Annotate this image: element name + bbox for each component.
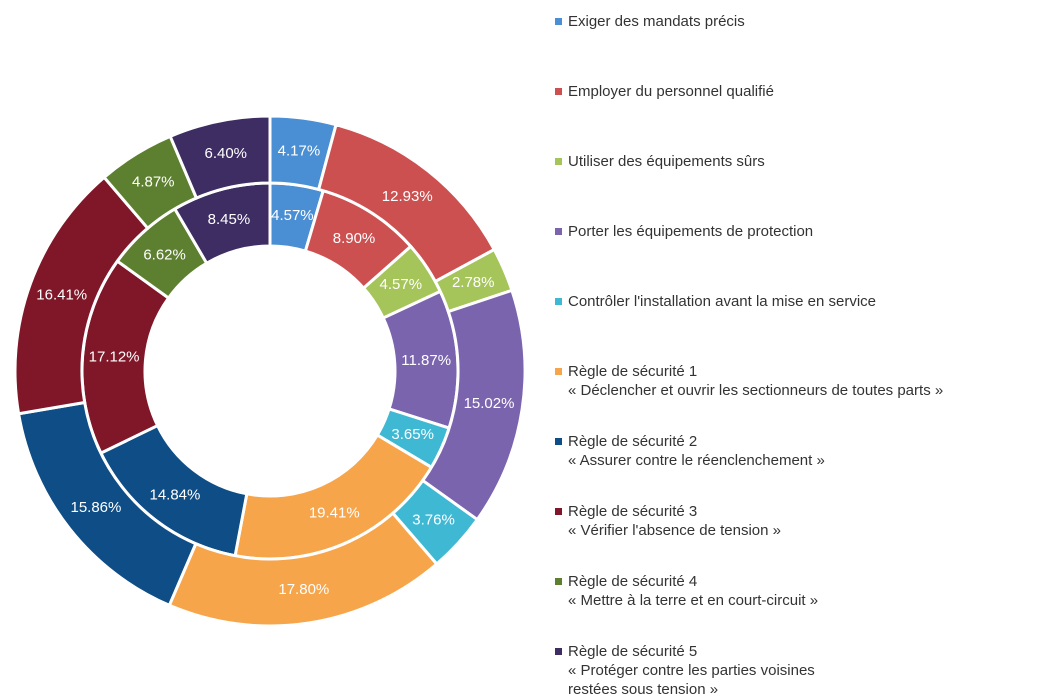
legend-swatch xyxy=(555,298,562,305)
data-label: 6.40% xyxy=(204,145,247,162)
legend-label: Utiliser des équipements sûrs xyxy=(568,153,765,170)
legend-swatch xyxy=(555,438,562,445)
legend-swatch xyxy=(555,18,562,25)
legend-label: Règle de sécurité 1 « Déclencher et ouvr… xyxy=(568,363,944,399)
data-label: 3.76% xyxy=(412,511,455,528)
legend-label: Règle de sécurité 2 « Assurer contre le … xyxy=(568,433,825,469)
donut-segment xyxy=(168,114,272,200)
legend-swatch xyxy=(555,158,562,165)
legend-label: Règle de sécurité 3 « Vérifier l'absence… xyxy=(568,503,781,539)
data-label: 17.80% xyxy=(278,581,329,598)
data-label: 17.12% xyxy=(89,349,140,366)
legend-swatch xyxy=(555,508,562,515)
legend-label: Règle de sécurité 5 « Protéger contre le… xyxy=(568,643,815,698)
legend-label: Employer du personnel qualifié xyxy=(568,83,774,100)
data-label: 16.41% xyxy=(36,287,87,304)
legend-swatch xyxy=(555,578,562,585)
data-label: 4.17% xyxy=(278,142,321,159)
legend-label: Exiger des mandats précis xyxy=(568,13,745,30)
legend-swatch xyxy=(555,648,562,655)
data-label: 2.78% xyxy=(452,274,495,291)
data-label: 19.41% xyxy=(309,505,360,522)
data-label: 14.84% xyxy=(149,486,200,503)
data-label: 12.93% xyxy=(382,188,433,205)
data-label: 6.62% xyxy=(143,246,186,263)
data-label: 8.45% xyxy=(208,211,251,228)
legend-label: Porter les équipements de protection xyxy=(568,223,814,240)
legend-swatch xyxy=(555,88,562,95)
data-label: 15.86% xyxy=(70,499,121,516)
data-label: 4.57% xyxy=(380,276,423,293)
chart: 4.57% 8.90% 4.57% 11.87% 3.65% 19.41% 14.84% 17… xyxy=(13,114,527,628)
data-label: 4.57% xyxy=(271,207,314,224)
legend-label: Règle de sécurité 4 « Mettre à la terre … xyxy=(568,573,819,609)
data-label: 11.87% xyxy=(401,352,451,369)
data-label: 15.02% xyxy=(464,395,515,412)
data-label: 3.65% xyxy=(391,426,434,443)
legend-swatch xyxy=(555,368,562,375)
legend-label: Contrôler l'installation avant la mise e… xyxy=(568,293,877,310)
data-label: 8.90% xyxy=(333,230,376,247)
legend-swatch xyxy=(555,228,562,235)
data-label: 4.87% xyxy=(132,174,175,191)
